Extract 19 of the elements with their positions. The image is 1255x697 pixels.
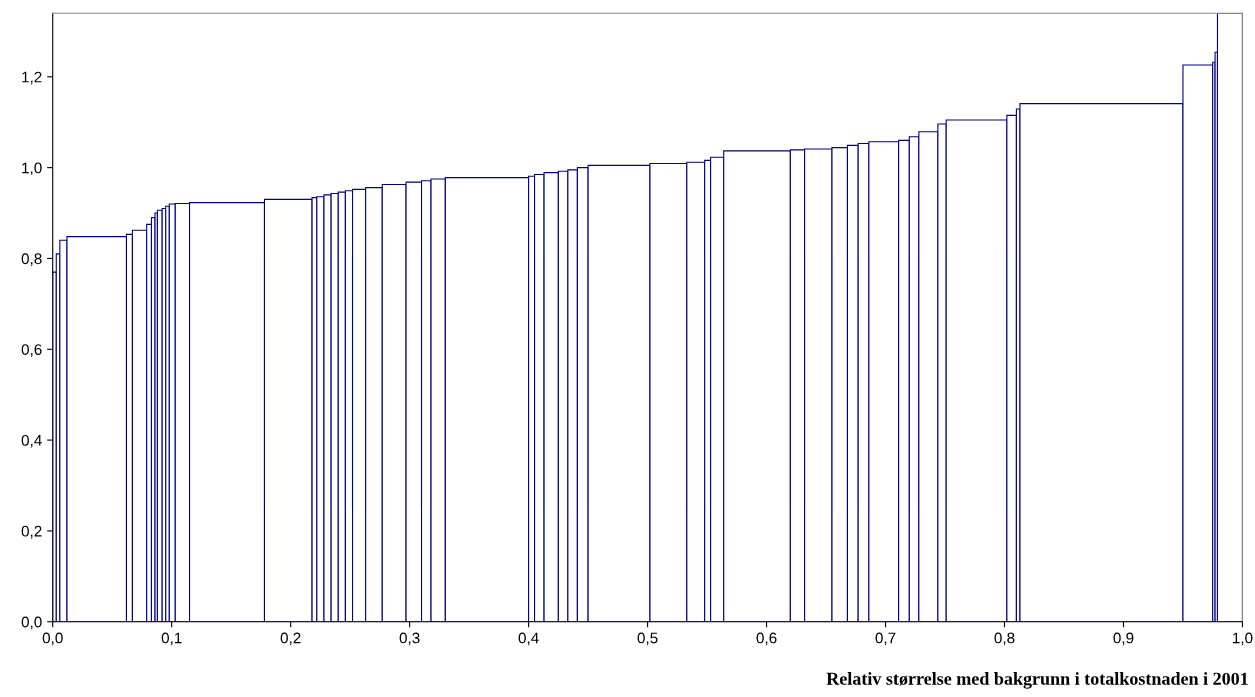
y-tick-label: 0,8 [21, 253, 42, 266]
y-tick-label: 1,2 [22, 71, 42, 85]
x-tick-label: 0,3 [399, 632, 420, 646]
x-tick-label: 0,9 [1113, 632, 1134, 646]
x-tick-label: 0,5 [637, 632, 658, 646]
y-tick-label: 0,2 [21, 525, 42, 539]
x-tick-label: 0,4 [518, 632, 539, 646]
x-axis-title: Relativ størrelse med bakgrunn i totalkostnaden i 2001 [826, 672, 1248, 689]
y-tick-label: 0,0 [21, 616, 42, 630]
x-tick-label: 0,1 [161, 632, 182, 646]
x-tick-label: 0,7 [875, 632, 896, 646]
x-tick-label: 1,0 [1233, 632, 1253, 646]
y-tick-label: 0,4 [21, 434, 42, 448]
x-tick-label: 0,8 [994, 632, 1015, 646]
x-tick-label: 0,2 [280, 632, 301, 646]
x-tick-label: 0,0 [42, 632, 63, 646]
x-tick-label: 0,6 [756, 632, 777, 646]
y-tick-label: 1,0 [22, 162, 42, 176]
y-tick-label: 0,6 [21, 344, 42, 357]
